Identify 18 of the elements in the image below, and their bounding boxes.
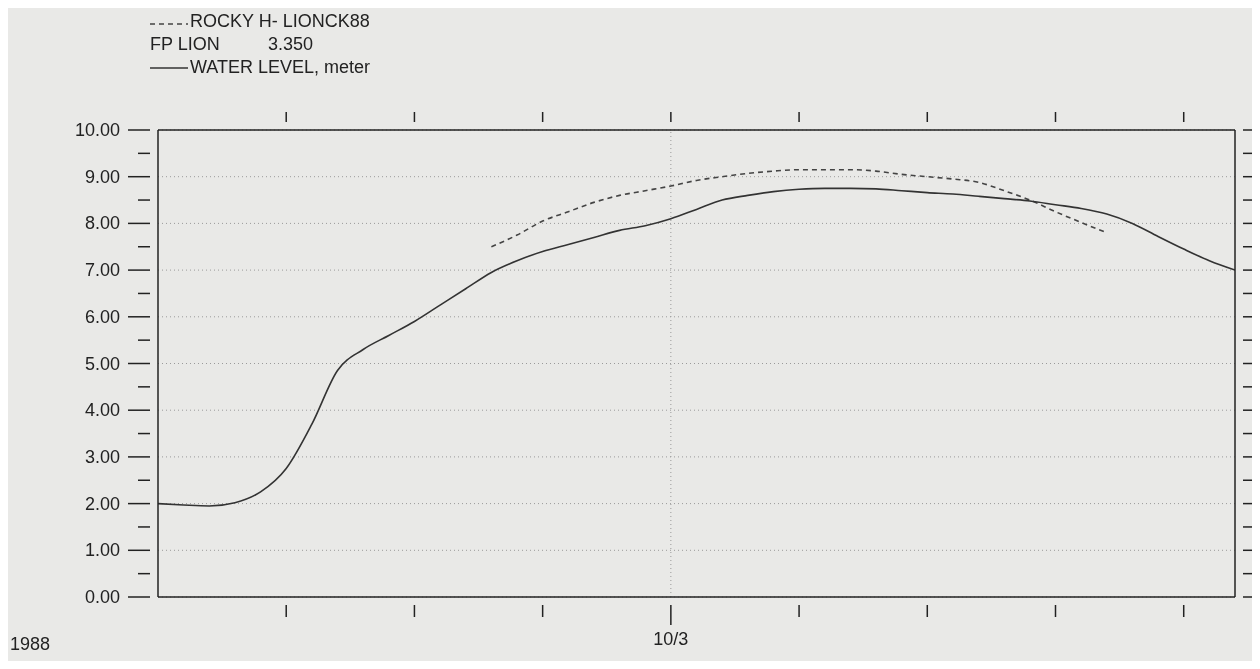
y-tick-label: 5.00: [84, 353, 120, 374]
y-tick-label: 9.00: [84, 166, 120, 187]
legend-label: WATER LEVEL, meter: [190, 56, 371, 79]
y-tick-label: 7.00: [84, 260, 120, 281]
legend-label: ROCKY H- LIONCK88: [190, 10, 370, 33]
y-tick-label: 2.00: [84, 493, 120, 514]
y-tick-label: 1.00: [84, 540, 120, 561]
x-tick-label: 10/3: [653, 629, 689, 649]
text: 3.350: [268, 33, 314, 56]
y-tick-label: 4.00: [84, 400, 120, 421]
y-tick-label: 3.00: [84, 446, 120, 467]
y-tick-label: 10.00: [74, 120, 120, 140]
y-tick-label: 6.00: [84, 306, 120, 327]
y-tick-label: 8.00: [84, 213, 120, 234]
text: FP LION: [150, 33, 221, 56]
y-tick-label: 0.00: [84, 587, 120, 607]
line-series: [158, 187, 1235, 507]
text: 1988: [10, 634, 51, 655]
